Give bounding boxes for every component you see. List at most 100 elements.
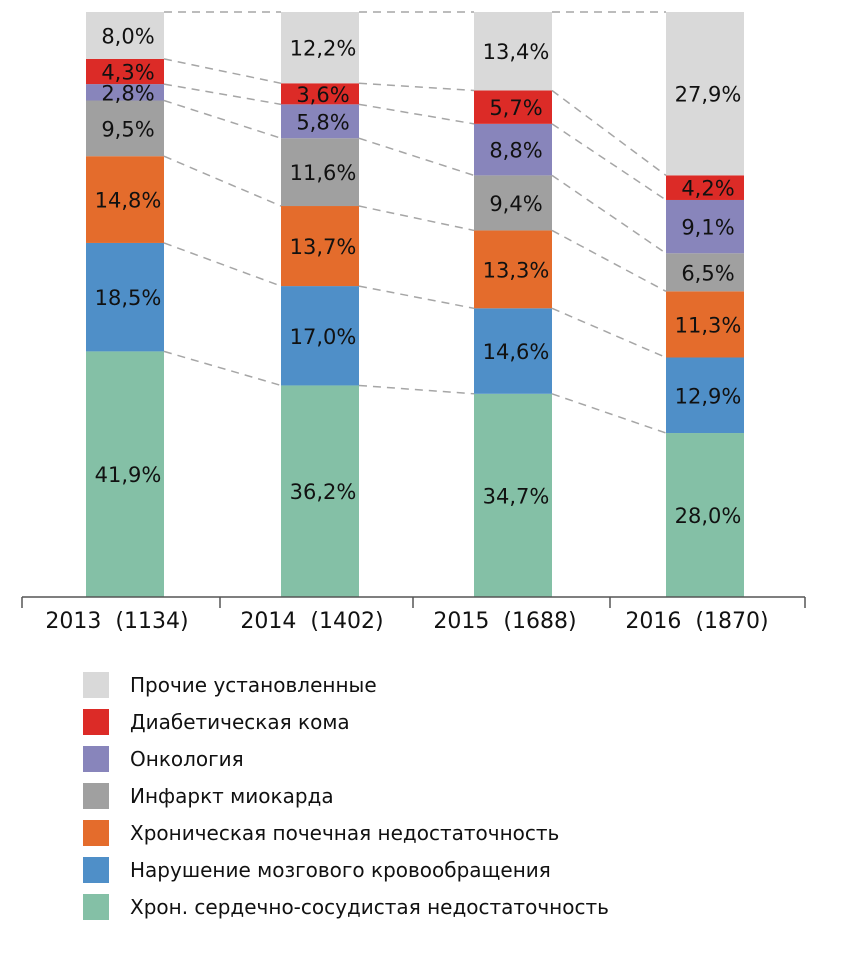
connector-line [163, 58, 282, 85]
x-tick-label: 2015 (1688) [433, 609, 576, 634]
bar-segment [86, 12, 164, 59]
bar-segment [281, 138, 359, 207]
data-label: 6,5% [681, 261, 734, 285]
data-label: 28,0% [675, 504, 742, 528]
connector-line [551, 89, 667, 176]
bar-segment [86, 100, 164, 157]
connector-line [551, 123, 667, 201]
data-label: 34,7% [483, 484, 550, 508]
data-label: 3,6% [296, 83, 349, 107]
connector-line [163, 155, 282, 207]
bar-segment [474, 393, 552, 597]
data-label: 12,9% [675, 384, 742, 408]
connector-line [551, 174, 667, 254]
data-label: 13,3% [483, 258, 550, 282]
bar-segment [666, 357, 744, 434]
x-tick-label: 2013 (1134) [45, 609, 188, 634]
connector-line [163, 350, 282, 387]
legend-swatch [83, 783, 109, 809]
bar-segment [281, 83, 359, 105]
bar-segment [666, 175, 744, 200]
data-label: 12,2% [290, 37, 357, 61]
connector-line [551, 393, 667, 434]
legend-item: Онкология [83, 746, 650, 783]
legend-item: Хроническая почечная недостаточность [83, 820, 650, 857]
bar-segment [666, 291, 744, 358]
data-label: 9,4% [489, 192, 542, 216]
legend-swatch [83, 746, 109, 772]
legend-label: Нарушение мозгового кровообращения [130, 858, 551, 882]
x-tick-label: 2014 (1402) [240, 609, 383, 634]
bar-segment [281, 104, 359, 139]
legend: Прочие установленные Диабетическая кома Он… [83, 672, 650, 931]
legend-label: Диабетическая кома [130, 710, 350, 734]
bar-segment [281, 206, 359, 287]
bar-segment [86, 156, 164, 243]
legend-label: Прочие установленные [130, 673, 377, 697]
data-label: 11,3% [675, 313, 742, 337]
legend-swatch [83, 857, 109, 883]
legend-item: Прочие установленные [83, 672, 650, 709]
data-label: 11,6% [290, 161, 357, 185]
connector-line [551, 307, 667, 359]
data-label: 8,8% [489, 139, 542, 163]
bar-segment [474, 308, 552, 394]
bar-segment [474, 123, 552, 176]
legend-swatch [83, 709, 109, 735]
bar-segment [474, 90, 552, 124]
data-label: 17,0% [290, 325, 357, 349]
connector-line [358, 82, 475, 92]
legend-item: Нарушение мозгового кровообращения [83, 857, 650, 894]
data-label: 9,1% [681, 216, 734, 240]
connector-line [358, 285, 475, 310]
bar-segment [474, 230, 552, 309]
bar-segment [281, 12, 359, 84]
data-label: 36,2% [290, 480, 357, 504]
bar-segment [281, 286, 359, 386]
data-label: 27,9% [675, 83, 742, 107]
data-label: 9,5% [101, 117, 154, 141]
data-label: 13,4% [483, 40, 550, 64]
legend-swatch [83, 672, 109, 698]
legend-label: Хрон. сердечно-сосудистая недостаточност… [130, 895, 609, 919]
legend-label: Инфаркт миокарда [130, 784, 334, 808]
connector-line [551, 229, 667, 292]
legend-item: Диабетическая кома [83, 709, 650, 746]
data-label: 8,0% [101, 24, 154, 48]
connector-line [163, 83, 282, 106]
data-label: 13,7% [290, 235, 357, 259]
data-label: 14,6% [483, 340, 550, 364]
x-tick-label: 2016 (1870) [625, 609, 768, 634]
legend-item: Хрон. сердечно-сосудистая недостаточност… [83, 894, 650, 931]
legend-item: Инфаркт миокарда [83, 783, 650, 820]
legend-swatch [83, 820, 109, 846]
bar-segment [666, 253, 744, 292]
legend-label: Хроническая почечная недостаточность [130, 821, 560, 845]
data-label: 2,8% [101, 81, 154, 105]
bar-segment [474, 12, 552, 91]
connector-line [358, 137, 475, 177]
data-label: 5,8% [296, 110, 349, 134]
data-label: 41,9% [95, 463, 162, 487]
bar-segment [474, 175, 552, 231]
data-label: 5,7% [489, 96, 542, 120]
data-label: 4,3% [101, 60, 154, 84]
connector-line [358, 205, 475, 232]
bar-segment [666, 199, 744, 254]
bar-segment [86, 84, 164, 101]
bar-segment [666, 12, 744, 176]
connector-line [163, 242, 282, 287]
bar-segment [86, 58, 164, 85]
legend-label: Онкология [130, 747, 244, 771]
bar-segment [86, 242, 164, 352]
data-label: 18,5% [95, 286, 162, 310]
data-label: 4,2% [681, 177, 734, 201]
connector-line [358, 384, 475, 395]
data-label: 14,8% [95, 189, 162, 213]
bar-segment [281, 385, 359, 597]
connector-line [358, 103, 475, 125]
bar-segment [666, 433, 744, 597]
bar-segment [86, 351, 164, 597]
